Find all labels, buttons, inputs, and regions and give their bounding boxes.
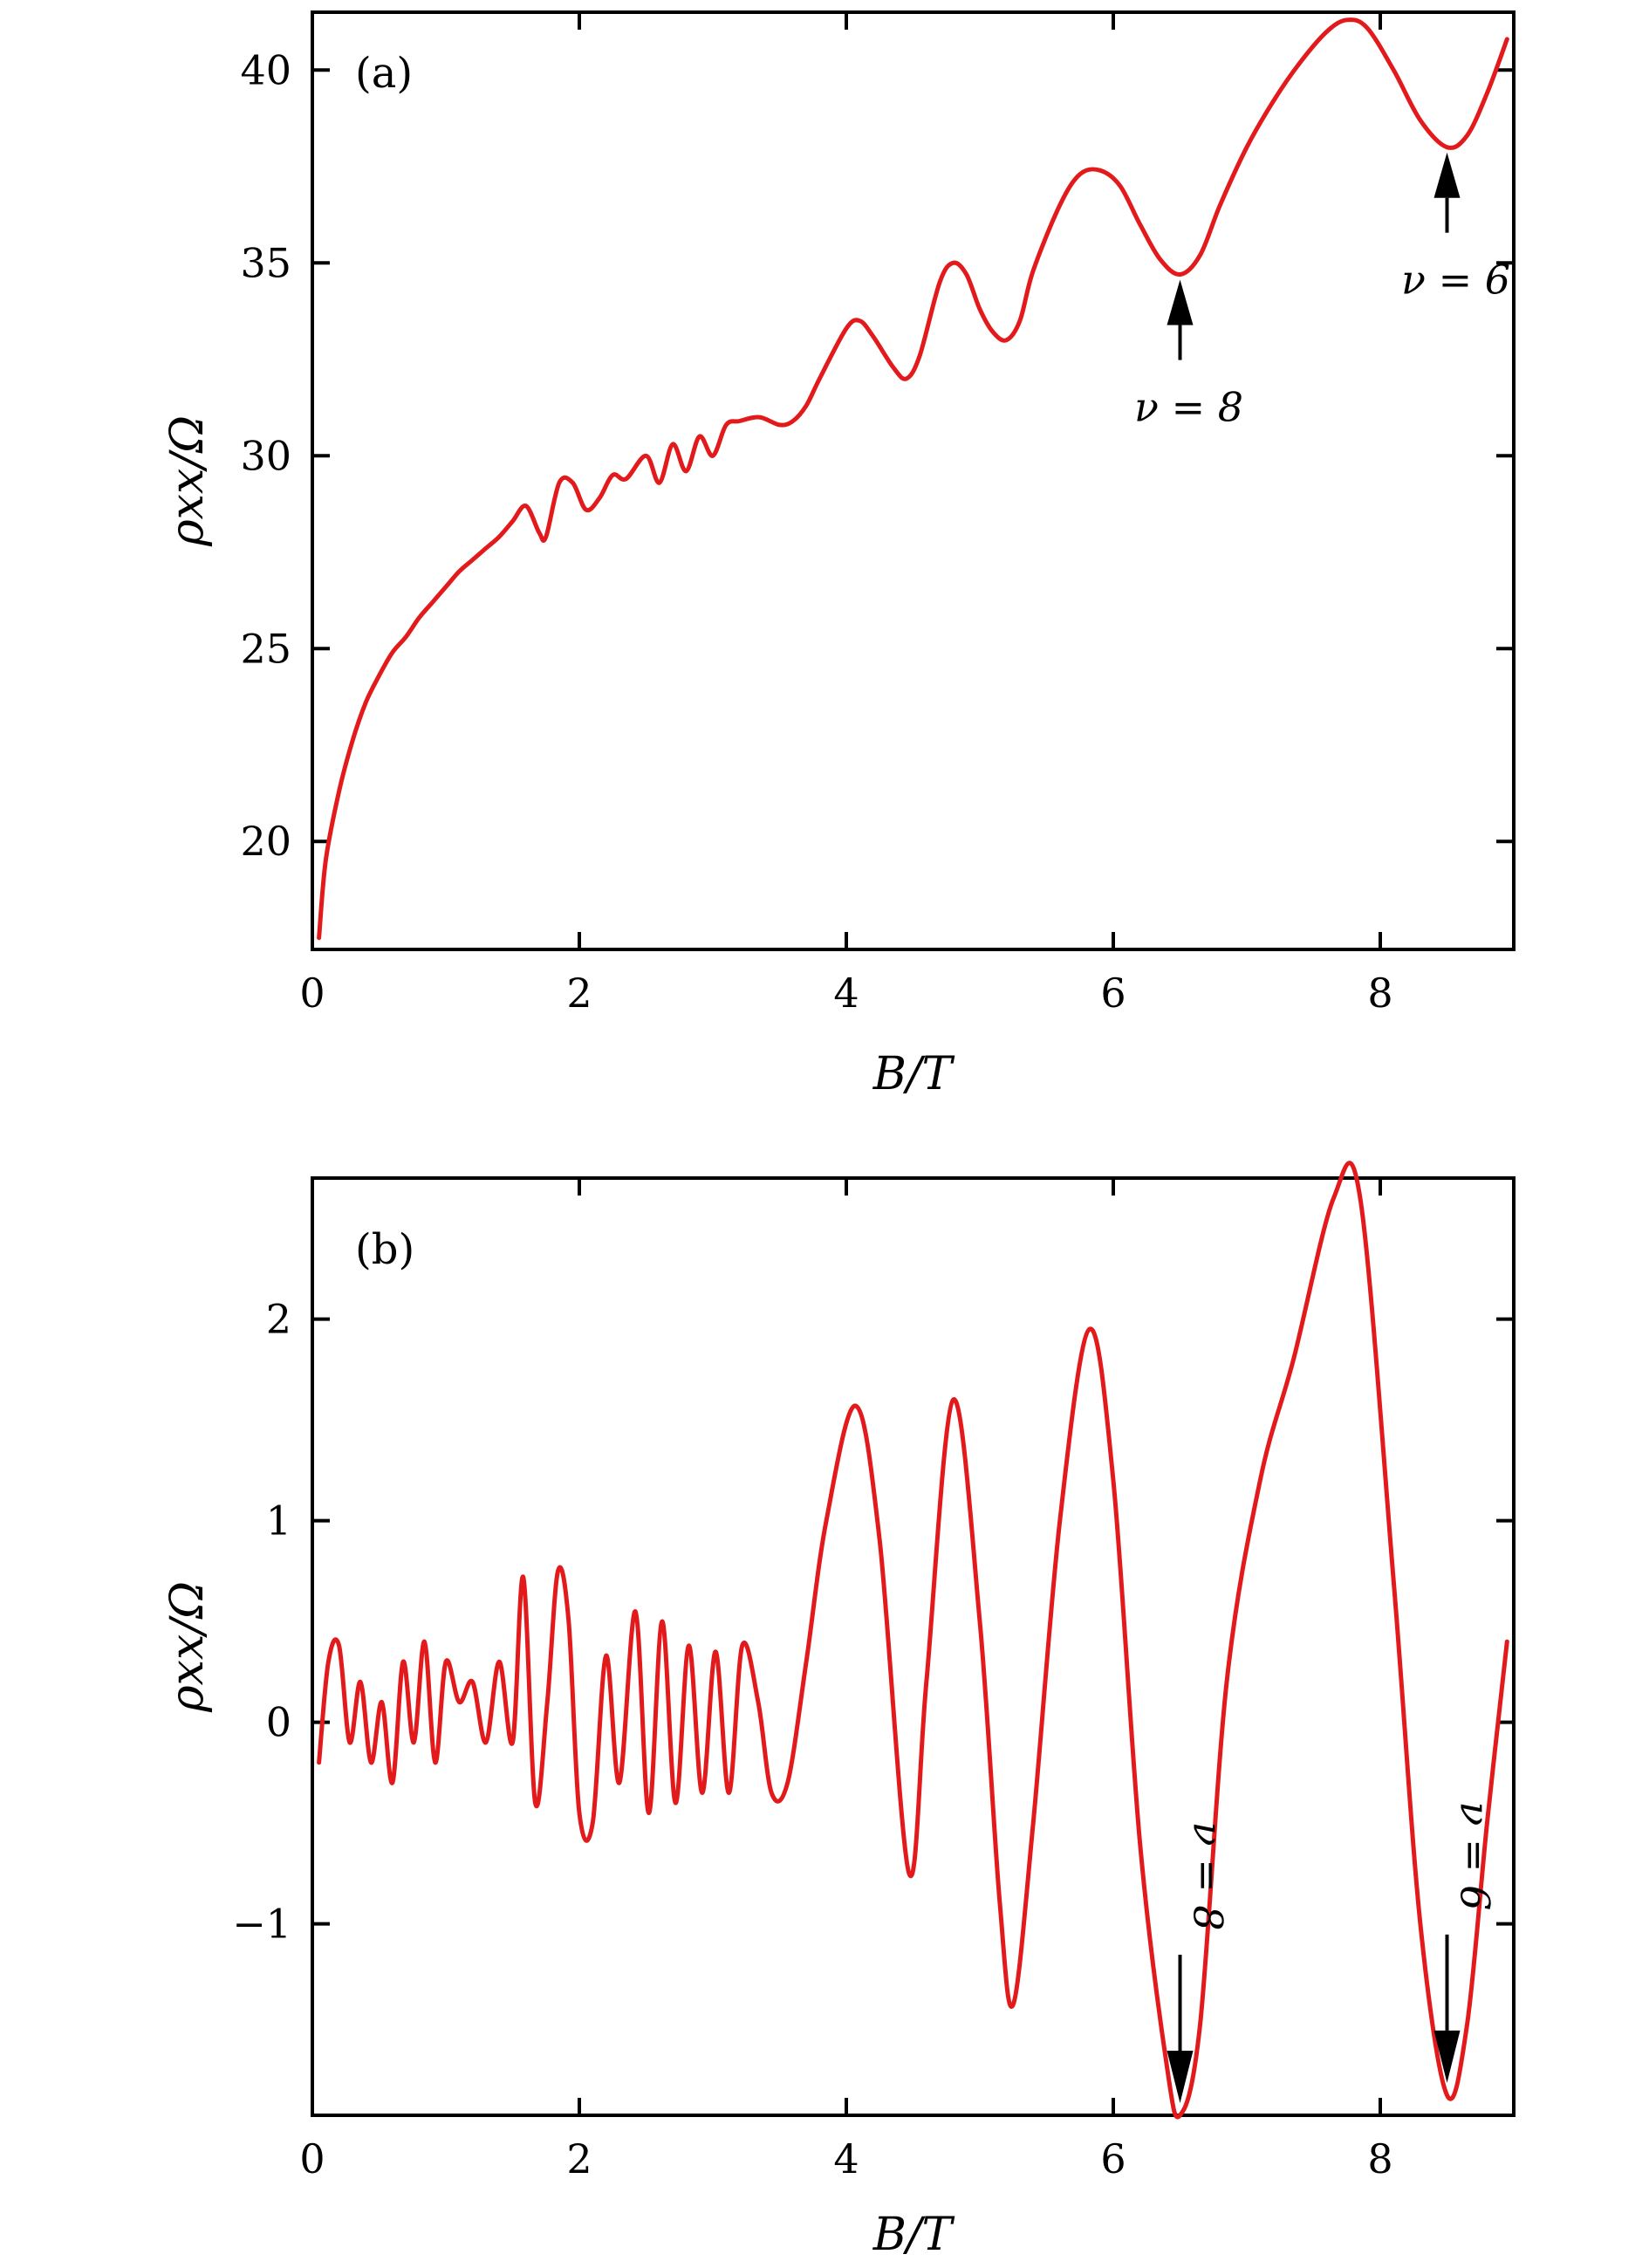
x-tick-label: 8: [1367, 2135, 1392, 2182]
annotations-a: ν = 8 ν = 6: [1134, 152, 1510, 431]
y-tick-label: 2: [266, 1296, 291, 1343]
y-tick-label: 30: [240, 432, 291, 479]
y-tick-label: −1: [232, 1901, 291, 1948]
annotation-arrow-head: [1433, 152, 1461, 198]
annotation-label: ν = 6: [1401, 257, 1510, 304]
panel-label-a: (a): [355, 49, 413, 98]
x-tick-label: 4: [833, 970, 859, 1017]
annotation-label: ν = 8: [1134, 384, 1243, 431]
x-tick-label: 0: [299, 2135, 325, 2182]
y-ticks-b: −1 0 1 2: [232, 1296, 1514, 1948]
y-tick-label: 20: [240, 818, 291, 865]
y-tick-label: 40: [240, 46, 291, 93]
annotation-label: ν = 8: [1185, 1821, 1232, 1930]
x-tick-label: 6: [1100, 970, 1126, 1017]
annotation-label: ν = 6: [1452, 1801, 1499, 1910]
x-tick-label: 2: [566, 2135, 592, 2182]
annotations-b: ν = 8 ν = 6: [1167, 1801, 1499, 2103]
y-tick-label: 25: [240, 625, 291, 672]
panel-label-b: (b): [355, 1225, 414, 1274]
y-tick-label: 0: [266, 1699, 291, 1746]
x-ticks-a: 0 2 4 6 8: [299, 12, 1393, 1017]
annotation-arrow-head: [1167, 279, 1194, 325]
x-axis-label-b: B/T: [872, 2209, 955, 2261]
y-axis-label-a: ρxx/Ω: [161, 415, 214, 547]
panel-b: 0 2 4 6 8 −1 0 1 2 (b) B/T ρxx/Ω ν = 8 ν = 6: [161, 1161, 1516, 2261]
x-tick-label: 8: [1367, 970, 1392, 1017]
annotation-arrow-head: [1433, 2030, 1461, 2083]
series-line-a: [317, 17, 1509, 941]
plot-frame-a: [311, 10, 1516, 951]
x-tick-label: 4: [833, 2135, 859, 2182]
annotation-arrow-head: [1167, 2051, 1194, 2103]
x-ticks-b: 0 2 4 6 8: [299, 1178, 1393, 2182]
x-axis-label-a: B/T: [872, 1048, 955, 1100]
y-axis-label-b: ρxx/Ω: [161, 1581, 214, 1713]
series-line-b: [317, 1161, 1509, 2120]
y-tick-label: 35: [240, 239, 291, 286]
y-ticks-a: 20 25 30 35 40: [240, 46, 1514, 865]
x-tick-label: 0: [299, 970, 325, 1017]
x-tick-label: 2: [566, 970, 592, 1017]
x-tick-label: 6: [1100, 2135, 1126, 2182]
y-tick-label: 1: [266, 1497, 291, 1545]
plot-frame-b: [311, 1176, 1516, 2117]
